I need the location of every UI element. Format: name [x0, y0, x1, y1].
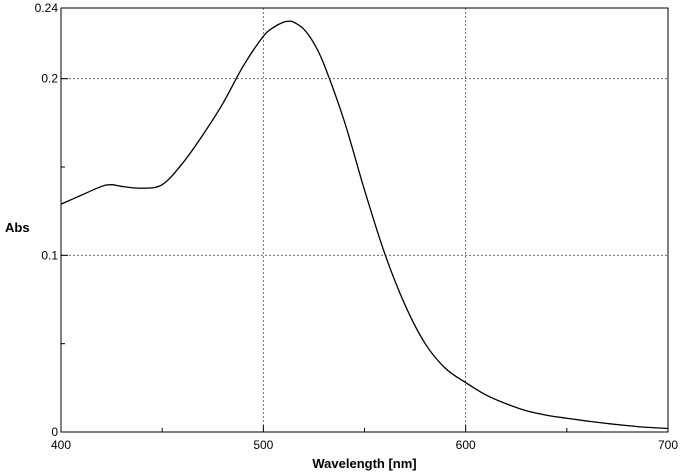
y-tick-label: 0.2 — [41, 72, 58, 86]
x-tick-label: 500 — [253, 438, 273, 452]
axis-ticks — [60, 7, 669, 433]
grid-lines — [61, 8, 668, 432]
y-axis-title: Abs — [5, 220, 30, 235]
y-tick-label: 0.1 — [41, 248, 58, 262]
x-axis-title: Wavelength [nm] — [312, 456, 416, 471]
x-tick-label: 600 — [456, 438, 476, 452]
plot-frame — [60, 7, 669, 433]
x-tick-label: 700 — [658, 438, 678, 452]
y-tick-label: 0.24 — [35, 1, 59, 15]
x-tick-label: 400 — [51, 438, 71, 452]
tick-labels: 400 500 600 700 0 0.1 0.2 0.24 — [35, 1, 679, 452]
y-tick-label: 0 — [51, 425, 58, 439]
absorbance-curve — [60, 20, 669, 430]
